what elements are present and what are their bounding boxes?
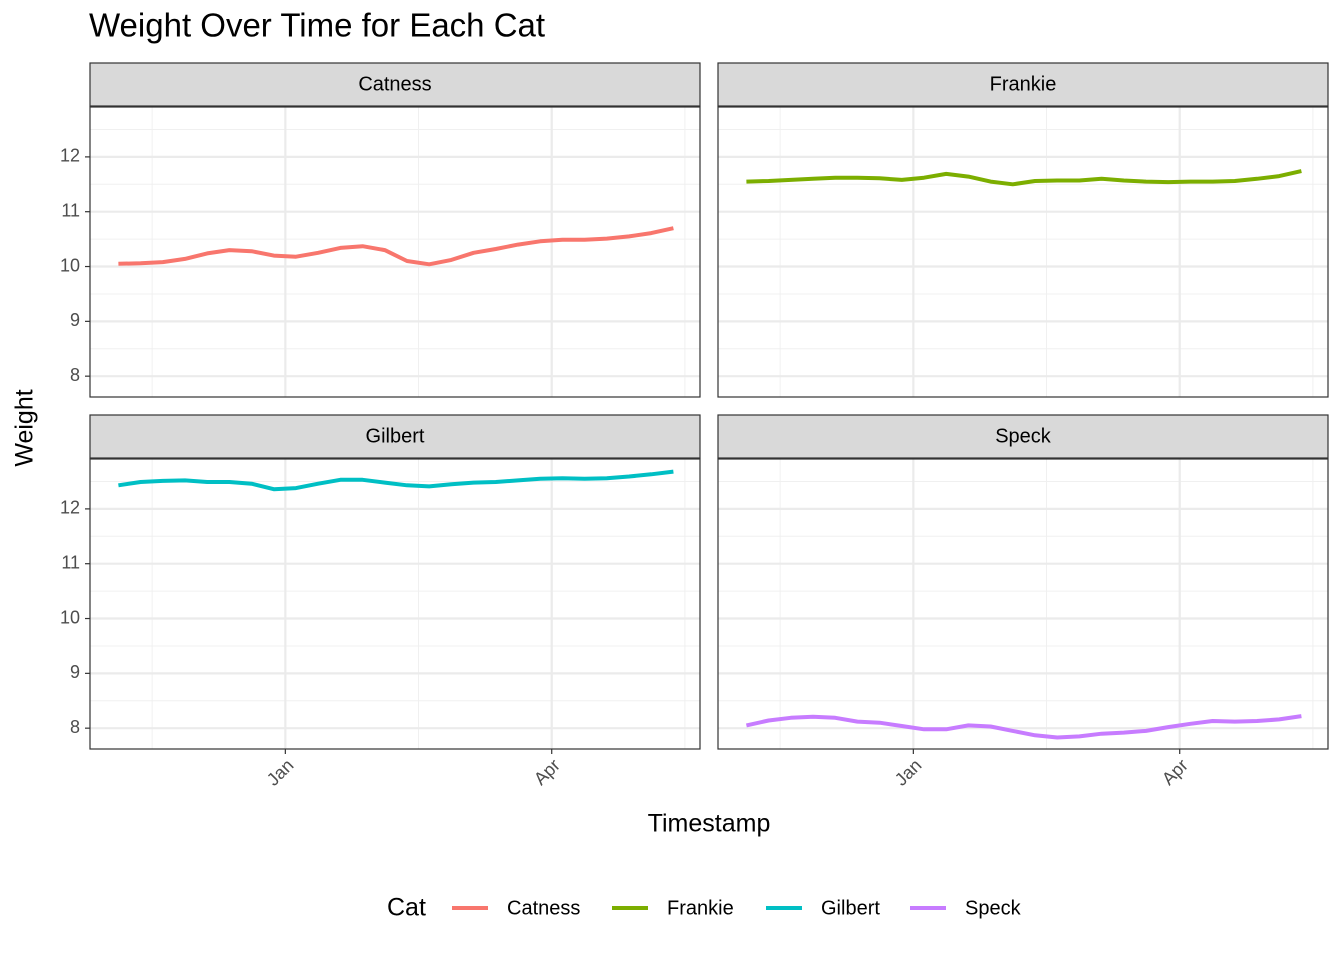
y-tick-label: 10 — [60, 255, 80, 275]
x-tick-label: Jan — [891, 755, 926, 790]
y-tick-label: 11 — [61, 200, 80, 220]
panel-border — [89, 458, 701, 750]
legend-label: Gilbert — [821, 897, 880, 919]
y-tick-label: 9 — [70, 662, 80, 682]
legend-label: Catness — [507, 897, 580, 919]
strip — [89, 414, 701, 459]
legend-label: Speck — [965, 897, 1022, 919]
data-line — [118, 469, 674, 492]
legend-title: Cat — [387, 894, 426, 922]
y-tick-label: 11 — [61, 552, 80, 572]
y-tick-label: 8 — [70, 717, 80, 737]
x-tick-label: Apr — [1158, 755, 1192, 789]
y-axis-title: Weight — [11, 389, 39, 466]
data-line — [745, 714, 1302, 740]
data-line — [118, 226, 674, 267]
chart-title: Weight Over Time for Each Cat — [89, 7, 545, 44]
strip-label: Catness — [358, 73, 431, 95]
y-tick-label: 9 — [70, 310, 80, 330]
panel-border — [717, 106, 1329, 398]
y-tick-label: 8 — [70, 365, 80, 385]
x-axis-title: Timestamp — [648, 810, 771, 838]
x-tick-label: Jan — [263, 755, 298, 790]
strip-label: Speck — [995, 425, 1052, 447]
y-tick-label: 12 — [60, 498, 80, 518]
strip-label: Gilbert — [366, 425, 425, 447]
panel-border — [717, 458, 1329, 750]
strip-label: Frankie — [990, 73, 1057, 95]
y-tick-label: 12 — [60, 146, 80, 166]
x-tick-label: Apr — [530, 755, 564, 789]
y-tick-label: 10 — [60, 607, 80, 627]
panel-border — [89, 106, 701, 398]
data-line — [746, 169, 1302, 187]
legend-label: Frankie — [667, 897, 734, 919]
strip — [717, 414, 1329, 459]
strip — [89, 62, 701, 107]
strip — [717, 62, 1329, 107]
